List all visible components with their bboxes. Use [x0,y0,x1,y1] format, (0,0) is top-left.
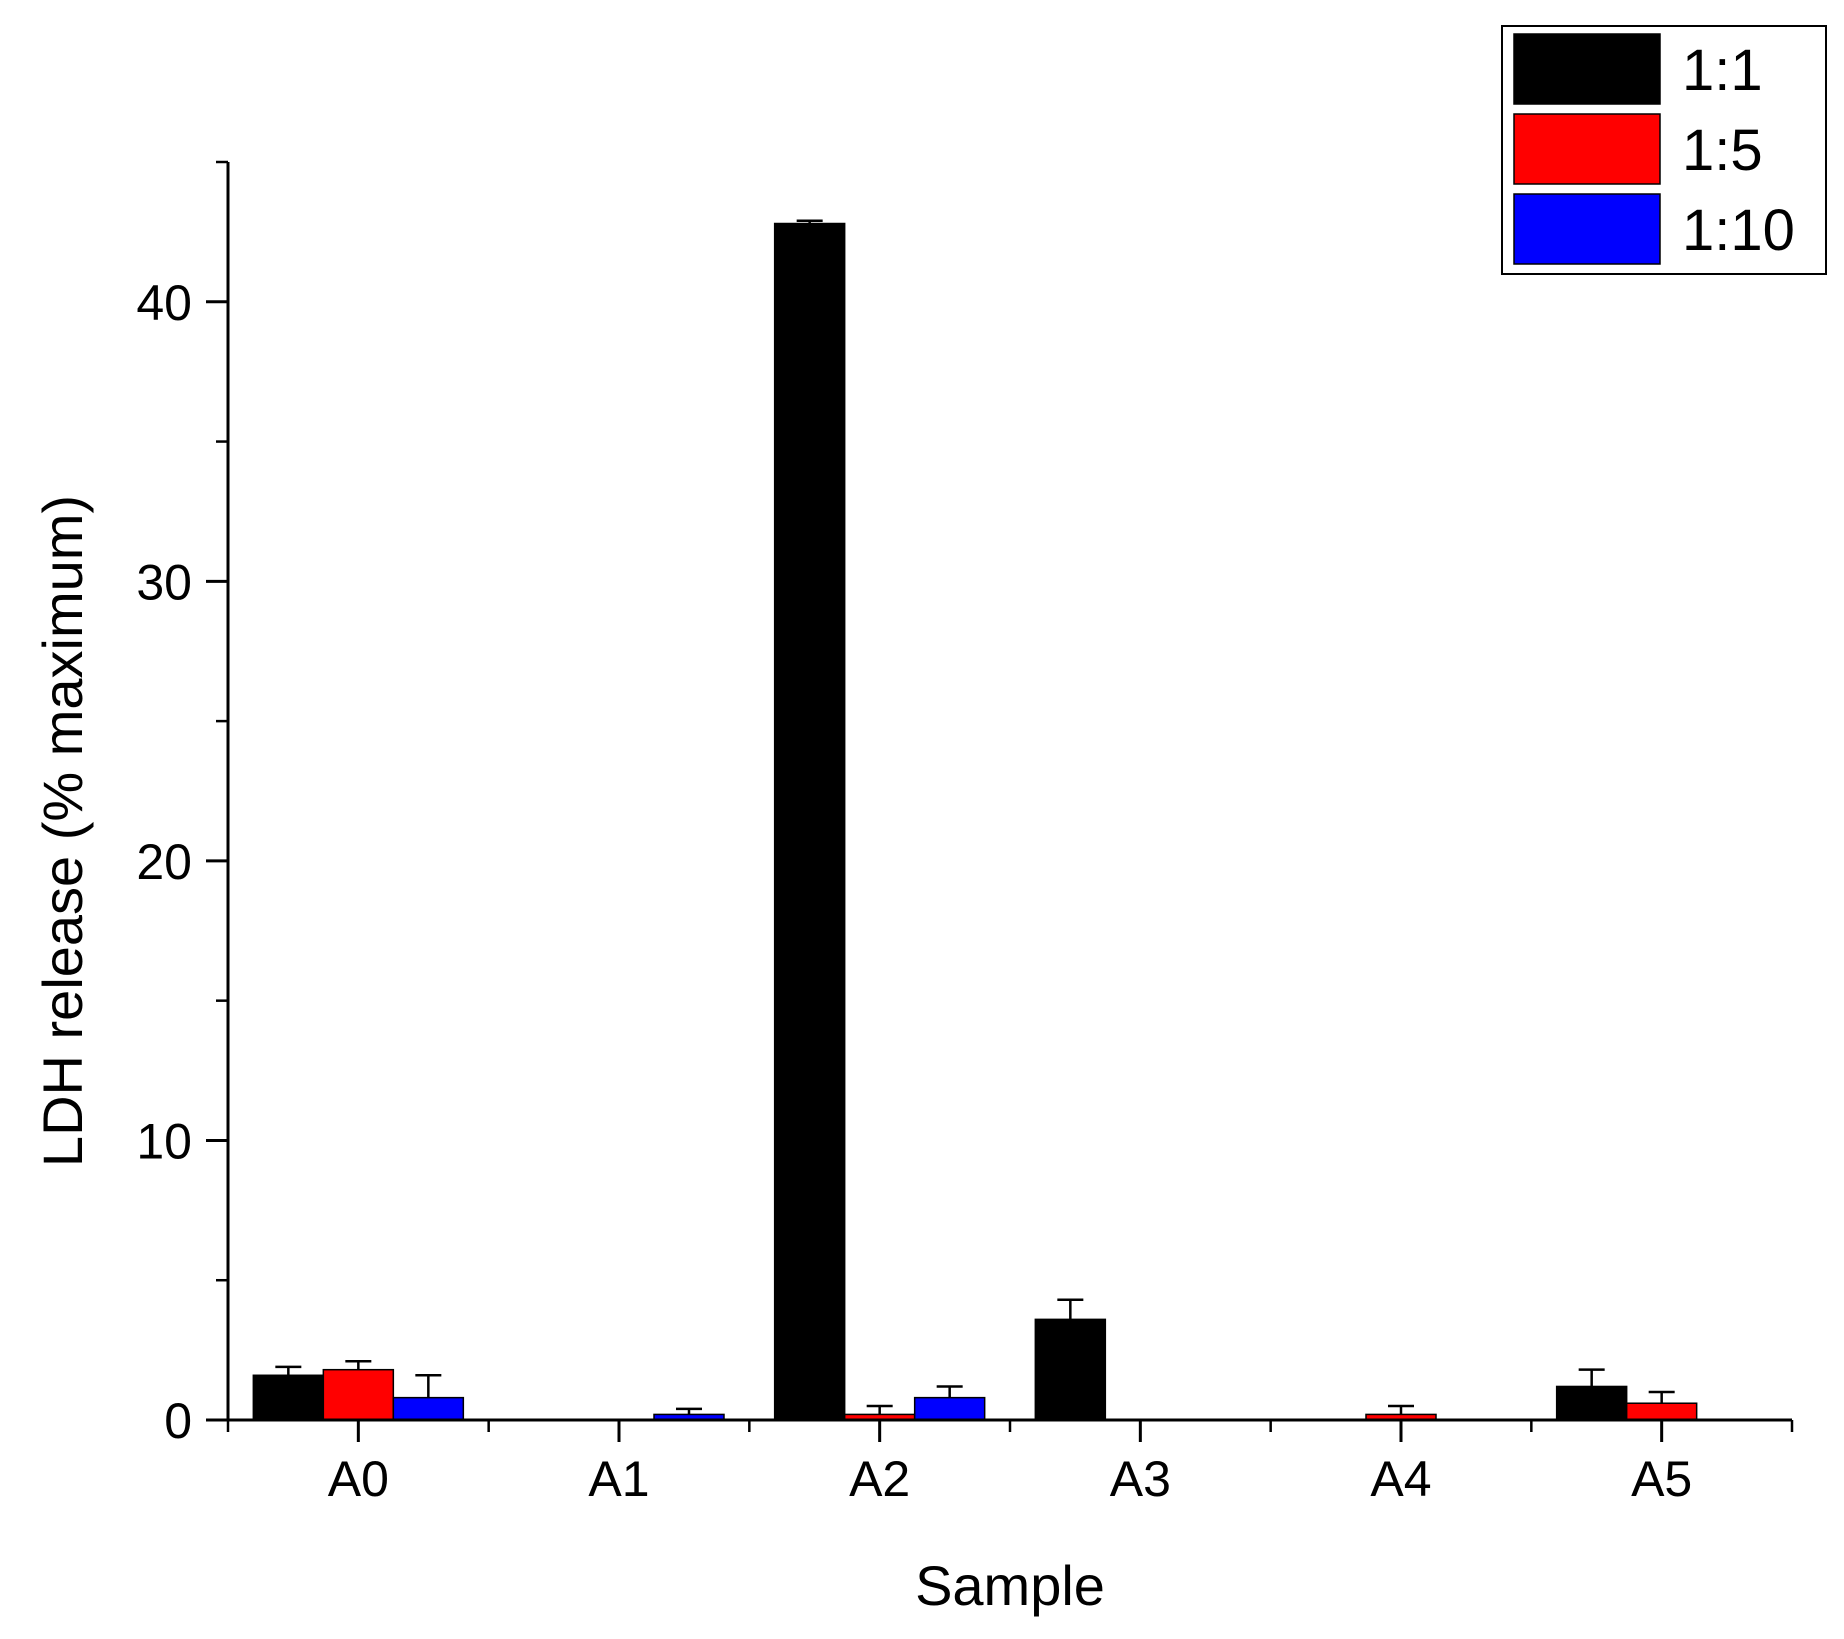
y-ticks-layer: 0 10 20 30 40 [136,160,228,1449]
x-tick-label: A0 [328,1451,389,1507]
bar-1-1-a5 [1555,1385,1628,1421]
bar-1-1-a3 [1034,1318,1107,1421]
error-bar-1-1-a5 [1578,1368,1605,1387]
x-tick-label: A3 [1110,1451,1171,1507]
x-tick-label: A4 [1370,1451,1431,1507]
error-bar-1-5-a5 [1648,1390,1675,1404]
legend-swatch-1-5 [1513,113,1661,185]
legend-swatch-1-10 [1513,193,1661,265]
x-tick-label: A2 [849,1451,910,1507]
legend-label: 1:10 [1682,198,1795,263]
legend-label: 1:5 [1682,118,1763,183]
error-bar-1-1-a3 [1057,1298,1084,1320]
error-bar-1-5-a4 [1388,1404,1414,1415]
x-tick-label: A5 [1631,1451,1692,1507]
error-bar-1-10-a1 [676,1407,702,1415]
error-bars-layer [275,219,1675,1415]
x-tick-label: A1 [588,1451,649,1507]
x-ticks-layer: A0 A1 A2 A3 A4 A5 [226,1420,1794,1507]
x-axis-title: Sample [915,1554,1105,1617]
legend: 1:1 1:5 1:10 [1501,25,1827,275]
error-bar-1-1-a2 [796,219,823,224]
y-tick-label: 10 [136,1113,192,1169]
bar-1-1-a2 [773,222,846,1421]
y-tick-label: 0 [164,1393,192,1449]
error-bar-1-5-a2 [866,1404,893,1415]
error-bar-1-1-a0 [275,1365,302,1376]
bars-layer [252,222,1698,1421]
bar-1-10-a0 [392,1396,465,1421]
y-axis-title: LDH release (% maximum) [31,495,94,1167]
y-tick-label: 30 [136,554,192,610]
error-bar-1-10-a2 [936,1385,963,1398]
legend-label: 1:1 [1682,38,1763,103]
bar-1-5-a5 [1625,1402,1698,1421]
axes-layer [226,162,1792,1422]
error-bar-1-10-a0 [415,1374,442,1398]
bar-1-1-a0 [252,1374,325,1421]
y-tick-label: 20 [136,834,192,890]
error-bar-1-5-a0 [345,1360,372,1370]
bar-1-5-a0 [322,1368,395,1421]
bar-1-10-a2 [913,1396,986,1421]
legend-swatch-1-1 [1513,33,1661,105]
y-tick-label: 40 [136,275,192,331]
